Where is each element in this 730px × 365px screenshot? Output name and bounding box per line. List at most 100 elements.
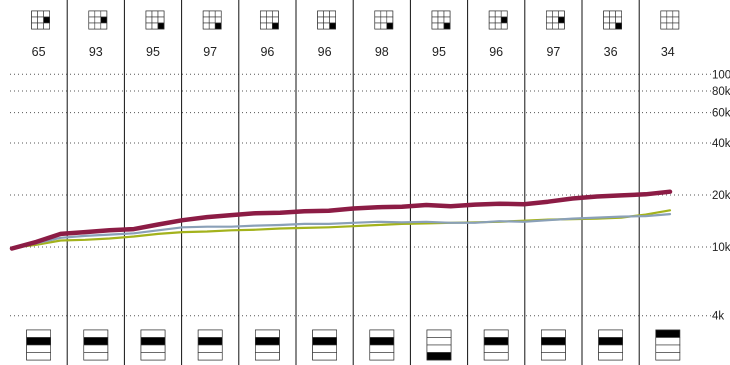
style-box [374, 10, 394, 30]
size-bar-row [312, 352, 337, 361]
style-box-cell [443, 16, 451, 24]
style-box-cell [43, 10, 50, 18]
style-box-cell-filled [386, 22, 394, 30]
style-box [431, 10, 451, 30]
style-box-cell [208, 10, 216, 18]
style-box-cell [31, 22, 38, 30]
style-box-cell [672, 10, 680, 18]
size-bar-icon [140, 329, 166, 361]
size-bar-row [140, 344, 166, 353]
period-score: 65 [32, 45, 46, 59]
style-box-cell [494, 10, 502, 18]
size-bar-row-filled [483, 337, 509, 346]
style-box-cell [94, 22, 102, 30]
size-bar-icon [541, 329, 566, 361]
style-box-cell [214, 16, 222, 24]
size-bar-row [426, 329, 452, 338]
period-score: 96 [318, 45, 332, 59]
size-bar-row [83, 344, 109, 353]
size-bar-row [483, 329, 509, 338]
style-box-cell [266, 10, 273, 18]
style-box-cell [437, 16, 445, 24]
style-box-cell [609, 16, 616, 24]
period-score: 36 [604, 45, 618, 59]
style-box-cell [260, 16, 267, 24]
series-line-1 [9, 189, 673, 251]
style-box-cell [374, 22, 382, 30]
period-footer [26, 329, 681, 361]
style-box-cell [380, 16, 388, 24]
style-box-cell-filled [615, 22, 622, 30]
style-box-cell-filled [558, 16, 565, 24]
style-box-cell [500, 10, 508, 18]
style-box-cell [260, 10, 267, 18]
style-box-cell-filled [329, 22, 336, 30]
style-box-cell [260, 22, 267, 30]
style-box-cell [317, 16, 324, 24]
style-box-cell [323, 22, 330, 30]
size-bar-row-filled [255, 337, 280, 346]
period-score: 93 [89, 45, 103, 59]
style-box-cell [88, 22, 96, 30]
size-bar-row-filled [426, 352, 452, 361]
style-box-cell [208, 16, 216, 24]
style-box-cell [603, 22, 610, 30]
size-bar-row-filled [26, 337, 51, 346]
style-box-cell-filled [157, 22, 165, 30]
size-bar-row-filled [541, 337, 566, 346]
style-box-cell [609, 22, 616, 30]
size-bar-row-filled [197, 337, 223, 346]
style-box-cell [317, 22, 324, 30]
series-lines [9, 189, 673, 251]
size-bar-icon [312, 329, 338, 361]
style-box [603, 10, 622, 30]
style-box-cell [157, 10, 165, 18]
style-box-cell [380, 10, 388, 18]
size-bar-row [26, 329, 51, 338]
style-box-cell [615, 16, 622, 24]
size-bar-row [541, 344, 566, 353]
period-score: 97 [546, 45, 560, 59]
style-box-cell [558, 22, 565, 30]
style-box-cell [145, 10, 153, 18]
style-box-cell-filled [272, 22, 279, 30]
size-bar-row [26, 352, 51, 361]
style-box-cell [488, 22, 496, 30]
style-box-cell [323, 10, 330, 18]
y-tick-label: 60k [712, 108, 730, 120]
series-line-2 [10, 213, 672, 249]
style-box-cell [31, 16, 38, 24]
style-box-cell [494, 16, 502, 24]
size-bar-row [541, 329, 566, 338]
style-box-cell [323, 16, 330, 24]
style-box-cell [329, 16, 336, 24]
size-bar-row [83, 352, 109, 361]
style-box-cell [666, 22, 674, 30]
style-box [145, 10, 165, 30]
style-box-cell [151, 16, 159, 24]
style-box-cell [37, 16, 44, 24]
style-box-cell [151, 22, 159, 30]
size-bar-row-filled [312, 337, 337, 346]
size-bar-row-filled [140, 337, 166, 346]
style-box-cell [443, 10, 451, 18]
style-box-cell-filled [443, 22, 451, 30]
size-bar-row-filled [369, 337, 395, 346]
y-tick-label: 4k [712, 311, 724, 323]
size-bar-row [255, 352, 280, 361]
style-box-cell-filled [214, 22, 222, 30]
size-bar-icon [83, 329, 109, 361]
size-bar-icon [655, 329, 681, 361]
size-bar-icon [483, 329, 509, 361]
style-box-cell [94, 10, 102, 18]
style-box-cell [488, 10, 496, 18]
style-box-cell [208, 22, 216, 30]
y-axis-ticks: 4k 10k 20k 40k 60k 80k 100 [712, 69, 730, 322]
size-bar-row [197, 344, 223, 353]
size-bar-row-filled [598, 337, 623, 346]
style-box-cell [558, 10, 565, 18]
size-bar-row [197, 352, 223, 361]
style-box-cell [214, 10, 222, 18]
style-box-cell [374, 10, 382, 18]
size-bar-row [369, 352, 395, 361]
